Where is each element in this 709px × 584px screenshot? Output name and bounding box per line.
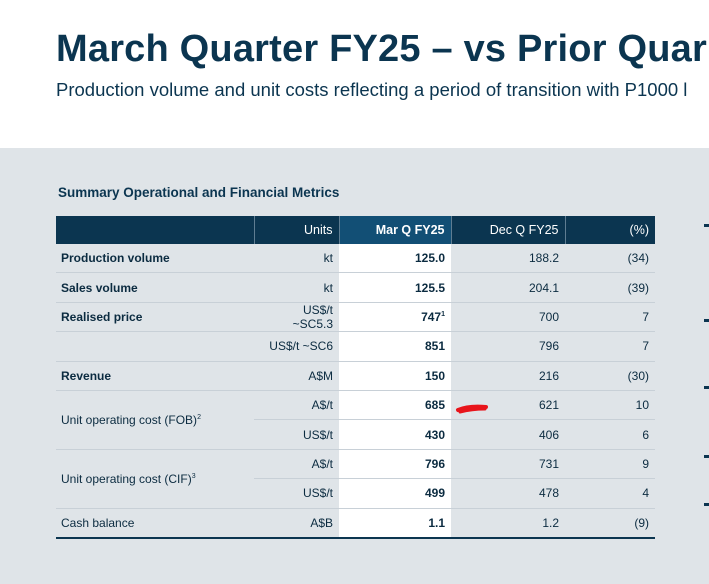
row-mar-q: 125.5 (339, 272, 451, 303)
row-mar-q: 499 (339, 478, 451, 509)
table-title: Summary Operational and Financial Metric… (58, 185, 340, 200)
row-pct: (34) (565, 244, 655, 274)
table-row: Revenue A$M 150 216 (30) (56, 360, 655, 391)
row-dec-q: 796 (451, 331, 565, 362)
footnote-marker: 3 (191, 472, 196, 480)
row-mar-q: 125.0 (339, 244, 451, 274)
row-dec-q: 188.2 (451, 244, 565, 274)
table-row: Sales volume kt 125.5 204.1 (39) (56, 272, 655, 303)
bullet-marker (704, 455, 709, 458)
header-units: Units (254, 216, 340, 244)
row-pct: (9) (565, 508, 655, 539)
row-dec-q: 1.2 (451, 508, 565, 539)
header-row: Units Mar Q FY25 Dec Q FY25 (%) (56, 216, 655, 244)
row-units: US$/t ~SC6 (254, 331, 339, 362)
row-label: Cash balance (56, 508, 254, 539)
header-metric (56, 216, 255, 244)
row-dec-q: 216 (451, 360, 565, 391)
red-pen-annotation (456, 404, 488, 414)
row-pct: (39) (565, 272, 655, 303)
row-pct: 7 (565, 302, 655, 333)
bullet-marker (704, 503, 709, 506)
row-units: kt (254, 272, 339, 303)
row-dec-q: 478 (451, 478, 565, 509)
footnote-marker: 2 (197, 413, 201, 421)
row-units: US$/t (254, 478, 339, 509)
footnote-marker: 1 (441, 310, 445, 318)
slide-subtitle: Production volume and unit costs reflect… (56, 79, 688, 100)
row-mar-q: 796 (339, 449, 451, 480)
header-mar-q: Mar Q FY25 (339, 216, 452, 244)
table-row: Production volume kt 125.0 188.2 (34) (56, 244, 655, 274)
row-mar-q: 685 (339, 390, 451, 421)
metrics-table: Units Mar Q FY25 Dec Q FY25 (%) Producti… (56, 216, 655, 539)
row-label-text: Unit operating cost (CIF) (61, 471, 192, 486)
row-pct: 6 (565, 419, 655, 450)
row-label: Realised price (56, 302, 254, 333)
bullet-marker (704, 386, 709, 389)
row-pct: (30) (565, 360, 655, 391)
row-dec-q: 204.1 (451, 272, 565, 303)
row-pct: 4 (565, 478, 655, 509)
row-dec-q: 700 (451, 302, 565, 333)
table-row: US$/t 430 406 6 (56, 419, 655, 450)
table-row: Realised price US$/t ~SC5.3 7471 700 7 (56, 302, 655, 333)
row-units: A$/t (254, 449, 339, 480)
bullet-marker (704, 319, 709, 322)
slide-title: March Quarter FY25 – vs Prior Quar (56, 28, 707, 70)
row-label (56, 331, 254, 362)
row-pct: 10 (565, 390, 655, 421)
row-mar-q: 430 (339, 419, 451, 450)
row-dec-q: 731 (451, 449, 565, 480)
header-dec-q: Dec Q FY25 (451, 216, 566, 244)
row-label: Unit operating cost (CIF)3 (56, 449, 254, 509)
row-units: A$M (254, 360, 339, 391)
row-label: Unit operating cost (FOB)2 (56, 390, 254, 450)
table-row: Unit operating cost (FOB)2 A$/t 685 621 … (56, 390, 655, 450)
row-mar-q: 1.1 (339, 508, 451, 539)
row-dec-q: 406 (451, 419, 565, 450)
row-label: Revenue (56, 360, 254, 391)
row-label-text: Unit operating cost (FOB) (61, 412, 198, 427)
row-pct: 7 (565, 331, 655, 362)
row-mar-q: 7471 (339, 302, 451, 333)
row-units: A$B (254, 508, 339, 539)
table-row: US$/t 499 478 4 (56, 478, 655, 509)
row-mar-q: 150 (339, 360, 451, 391)
row-label: Sales volume (56, 272, 254, 303)
table-row: Unit operating cost (CIF)3 A$/t 796 731 … (56, 449, 655, 509)
table-row: US$/t ~SC6 851 796 7 (56, 331, 655, 362)
header-pct: (%) (565, 216, 655, 244)
row-units: A$/t (254, 390, 339, 421)
table-row: Cash balance A$B 1.1 1.2 (9) (56, 508, 655, 539)
row-label: Production volume (56, 244, 254, 274)
row-mar-q: 851 (339, 331, 451, 362)
row-units: kt (254, 244, 339, 274)
row-units: US$/t (254, 419, 339, 450)
bullet-marker (704, 224, 709, 227)
row-units: US$/t ~SC5.3 (254, 302, 339, 333)
row-pct: 9 (565, 449, 655, 480)
row-mar-q-value: 747 (421, 309, 442, 324)
